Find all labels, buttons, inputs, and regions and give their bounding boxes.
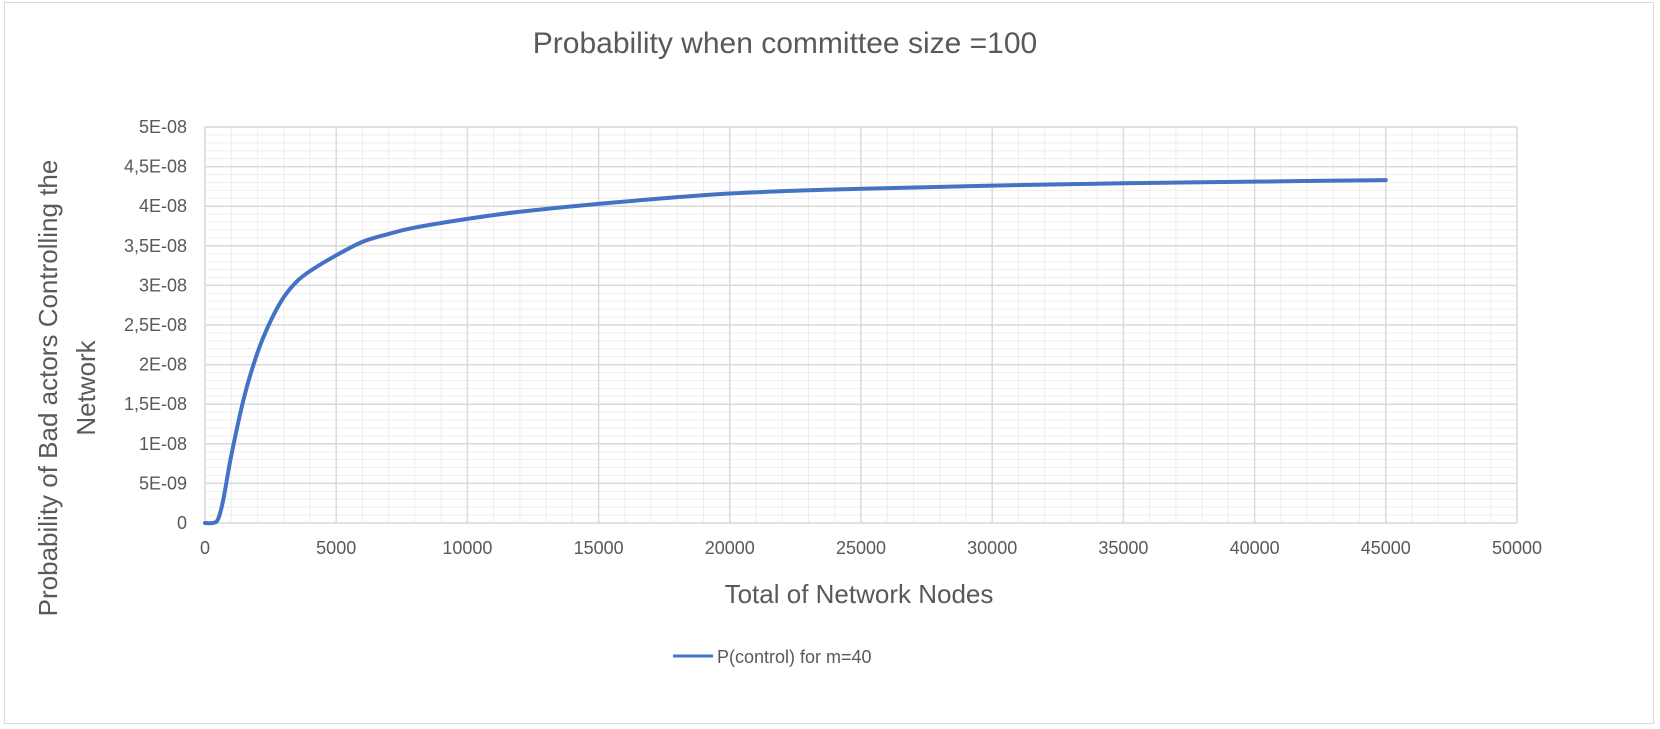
y-tick-label: 1,5E-08 — [124, 394, 187, 414]
x-tick-label: 25000 — [836, 538, 886, 558]
y-tick-label: 3E-08 — [139, 275, 187, 295]
y-tick-label: 4E-08 — [139, 196, 187, 216]
line-chart: Probability when committee size =100 0 5E… — [33, 27, 1542, 667]
y-axis-title: Probability of Bad actors Controlling th… — [33, 160, 101, 617]
y-tick-label: 0 — [177, 513, 187, 533]
legend: P(control) for m=40 — [673, 647, 872, 667]
y-tick-label: 4,5E-08 — [124, 157, 187, 177]
y-axis-tick-labels: 0 5E-09 1E-08 1,5E-08 2E-08 2,5E-08 3E-08 3,5E-… — [124, 117, 187, 533]
x-tick-label: 0 — [200, 538, 210, 558]
major-gridlines — [204, 126, 1518, 524]
x-tick-label: 5000 — [316, 538, 356, 558]
series-layer — [203, 178, 1388, 526]
x-tick-label: 40000 — [1230, 538, 1280, 558]
y-axis-title-line-2: Network — [71, 339, 101, 435]
x-axis-tick-labels: 0 5000 10000 15000 20000 25000 30000 35000 40000… — [200, 538, 1542, 558]
chart-title: Probability when committee size =100 — [533, 27, 1037, 60]
y-tick-label: 2E-08 — [139, 355, 187, 375]
y-tick-label: 5E-09 — [139, 473, 187, 493]
x-tick-label: 20000 — [705, 538, 755, 558]
x-tick-label: 35000 — [1098, 538, 1148, 558]
series-line-p-control — [203, 178, 1388, 526]
chart-frame: Probability when committee size =100 0 5E… — [4, 2, 1654, 724]
y-tick-label: 5E-08 — [139, 117, 187, 137]
y-axis-title-line-1: Probability of Bad actors Controlling th… — [33, 160, 63, 617]
x-axis-title: Total of Network Nodes — [725, 579, 994, 609]
x-tick-label: 15000 — [574, 538, 624, 558]
y-tick-label: 3,5E-08 — [124, 236, 187, 256]
legend-label-p-control: P(control) for m=40 — [717, 647, 872, 667]
y-tick-label: 2,5E-08 — [124, 315, 187, 335]
x-tick-label: 45000 — [1361, 538, 1411, 558]
x-tick-label: 50000 — [1492, 538, 1542, 558]
x-tick-label: 10000 — [442, 538, 492, 558]
x-tick-label: 30000 — [967, 538, 1017, 558]
y-tick-label: 1E-08 — [139, 434, 187, 454]
